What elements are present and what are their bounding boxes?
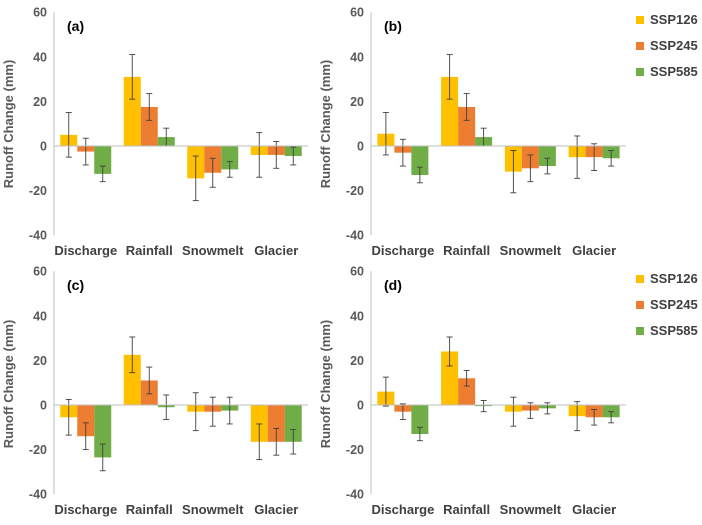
- category-label: Glacier: [254, 243, 298, 258]
- category-label: Snowmelt: [182, 502, 244, 517]
- legend: SSP126 SSP245 SSP585: [636, 271, 698, 338]
- y-tick-label: 40: [350, 309, 364, 323]
- y-tick-label: 60: [33, 6, 47, 20]
- category-label: Discharge: [54, 243, 117, 258]
- y-axis-title: Runoff Change (mm): [1, 60, 16, 189]
- y-tick-label: 60: [350, 6, 364, 20]
- legend-label-ssp126: SSP126: [650, 271, 698, 286]
- y-tick-label: 60: [33, 265, 47, 279]
- bar-ssp126-rainfall: [441, 351, 459, 405]
- bar-ssp245-rainfall: [140, 106, 158, 146]
- panel-d: -40 -20 0 20 40 60 Runoff Change (mm) (d) Discha…: [318, 265, 698, 517]
- category-label: Rainfall: [443, 243, 490, 258]
- category-label: Snowmelt: [500, 243, 562, 258]
- bar-ssp585-discharge: [411, 146, 429, 175]
- category-label: Rainfall: [126, 243, 173, 258]
- category-label: Glacier: [572, 502, 616, 517]
- bar-ssp585-glacier: [602, 405, 620, 418]
- bar-ssp585-discharge: [94, 146, 112, 174]
- legend-swatch-ssp126: [636, 16, 644, 24]
- y-tick-label: 20: [350, 354, 364, 368]
- y-tick-label: 40: [350, 50, 364, 64]
- category-label: Discharge: [371, 243, 434, 258]
- bar-ssp585-discharge: [94, 405, 112, 458]
- bar-ssp585-snowmelt: [538, 146, 556, 167]
- legend-swatch-ssp245: [636, 42, 644, 50]
- y-tick-label: 20: [33, 354, 47, 368]
- category-label: Snowmelt: [182, 243, 244, 258]
- y-tick-label: -40: [346, 229, 364, 243]
- y-tick-label: 0: [357, 140, 364, 154]
- y-axis-title: Runoff Change (mm): [318, 320, 333, 449]
- bar-ssp585-discharge: [411, 405, 429, 434]
- legend-swatch-ssp126: [636, 275, 644, 283]
- y-tick-label: 20: [350, 95, 364, 109]
- y-tick-label: -20: [29, 184, 47, 198]
- panel-label: (b): [384, 18, 402, 34]
- bar-ssp126-rainfall: [123, 76, 141, 146]
- panel-label: (d): [384, 277, 402, 293]
- bar-ssp585-snowmelt: [221, 146, 239, 170]
- category-label: Discharge: [371, 502, 434, 517]
- bar-ssp245-discharge: [77, 405, 95, 437]
- category-label: Rainfall: [126, 502, 173, 517]
- y-tick-label: -40: [29, 229, 47, 243]
- legend-swatch-ssp585: [636, 327, 644, 335]
- legend-swatch-ssp585: [636, 68, 644, 76]
- y-tick-label: 0: [40, 140, 47, 154]
- legend-label-ssp126: SSP126: [650, 12, 698, 27]
- y-tick-label: 40: [33, 309, 47, 323]
- bar-ssp126-rainfall: [441, 76, 459, 146]
- y-tick-label: -20: [346, 443, 364, 457]
- category-label: Discharge: [54, 502, 117, 517]
- y-tick-label: -20: [346, 184, 364, 198]
- bar-ssp126-glacier: [250, 405, 268, 442]
- category-label: Snowmelt: [500, 502, 562, 517]
- y-axis-title: Runoff Change (mm): [318, 60, 333, 189]
- panel-label: (a): [67, 18, 84, 34]
- legend: SSP126 SSP245 SSP585: [636, 12, 698, 79]
- y-tick-label: 20: [33, 95, 47, 109]
- category-label: Rainfall: [443, 502, 490, 517]
- y-tick-label: -40: [29, 488, 47, 502]
- y-axis-title: Runoff Change (mm): [1, 320, 16, 449]
- bar-ssp245-rainfall: [458, 106, 476, 146]
- legend-swatch-ssp245: [636, 301, 644, 309]
- panel-c: -40 -20 0 20 40 60 Runoff Change (mm) (c) Discha…: [1, 265, 308, 517]
- legend-label-ssp245: SSP245: [650, 38, 698, 53]
- panel-a: -40 -20 0 20 40 60 Runoff Change (mm) (a) Discha…: [1, 6, 308, 258]
- legend-label-ssp585: SSP585: [650, 64, 698, 79]
- legend-label-ssp245: SSP245: [650, 297, 698, 312]
- y-tick-label: -40: [346, 488, 364, 502]
- y-tick-label: 40: [33, 50, 47, 64]
- panel-label: (c): [67, 277, 84, 293]
- legend-label-ssp585: SSP585: [650, 323, 698, 338]
- category-label: Glacier: [572, 243, 616, 258]
- bar-ssp245-rainfall: [458, 378, 476, 405]
- category-label: Glacier: [254, 502, 298, 517]
- bar-ssp585-glacier: [284, 405, 302, 442]
- y-tick-label: -20: [29, 443, 47, 457]
- y-tick-label: 0: [357, 399, 364, 413]
- bar-ssp126-rainfall: [123, 354, 141, 405]
- bar-ssp245-glacier: [267, 405, 285, 442]
- y-tick-label: 60: [350, 265, 364, 279]
- y-tick-label: 0: [40, 399, 47, 413]
- panel-b: -40 -20 0 20 40 60 Runoff Change (mm) (b) Discha…: [318, 6, 698, 258]
